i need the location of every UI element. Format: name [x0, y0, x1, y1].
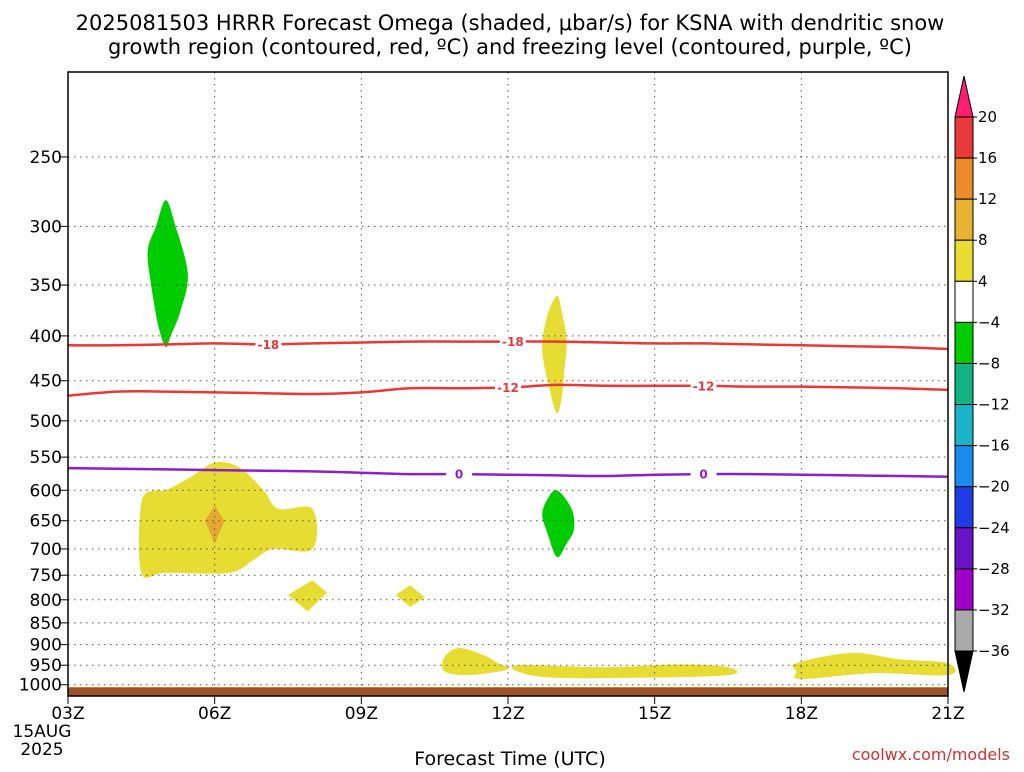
- colorbar-swatch-9: [954, 445, 974, 488]
- contour-label-3-1: 0: [455, 468, 463, 482]
- colorbar-label-4: 4: [978, 272, 988, 290]
- colorbar-label-9: −20: [978, 478, 1010, 496]
- colorbar-swatch-13: [954, 609, 974, 652]
- chart-title-line-1: 2025081503 HRRR Forecast Omega (shaded, …: [76, 11, 945, 35]
- colorbar-label-10: −24: [978, 519, 1010, 537]
- colorbar-swatch-7: [954, 362, 974, 406]
- y-tick-label-1: 300: [30, 217, 62, 237]
- y-tick-label-7: 600: [30, 481, 62, 501]
- contour-label-1-2: -18: [502, 335, 524, 349]
- omega-region-10: [511, 664, 738, 679]
- colorbar-swatch-12: [954, 568, 974, 611]
- y-axis-pressure: 2503003504004505005506006507007508008509…: [19, 148, 68, 696]
- x-tick-label-0: 03Z: [51, 704, 84, 724]
- colorbar-swatch-2: [954, 157, 974, 200]
- plot-area: -18 -18 -12 -12 0 0: [67, 71, 956, 697]
- y-tick-label-0: 250: [30, 148, 62, 168]
- contour-label-1-1: -18: [258, 338, 280, 352]
- temperature-contours: -18 -18 -12 -12 0 0: [67, 333, 949, 483]
- y-tick-label-6: 550: [30, 448, 62, 468]
- x-tick-label-2: 09Z: [345, 704, 378, 724]
- colorbar-swatch-11: [954, 527, 974, 570]
- y-tick-label-9: 700: [30, 540, 62, 560]
- colorbar-label-0: 20: [978, 108, 997, 126]
- y-tick-label-14: 950: [30, 656, 62, 676]
- date-label-year: 2025: [20, 740, 63, 760]
- y-tick-label-4: 450: [30, 372, 62, 392]
- colorbar-label-2: 12: [978, 190, 997, 208]
- colorbar-bottom-arrow: [954, 650, 974, 693]
- omega-region-8: [395, 585, 425, 607]
- colorbar-swatch-10: [954, 486, 974, 529]
- x-tick-label-1: 06Z: [198, 704, 231, 724]
- colorbar-swatch-4: [954, 239, 974, 282]
- colorbar-swatch-5: [954, 280, 974, 323]
- y-tick-label-3: 400: [30, 327, 62, 347]
- contour-label-bg-3-1: [446, 466, 473, 483]
- y-tick-label-13: 900: [30, 636, 62, 656]
- omega-region-9: [441, 647, 510, 676]
- colorbar-swatch-1: [954, 116, 974, 159]
- contour-label-bg-1-2: [499, 333, 526, 350]
- colorbar-label-3: 8: [978, 231, 988, 249]
- x-tick-label-3: 12Z: [491, 704, 524, 724]
- y-tick-label-12: 850: [30, 614, 62, 634]
- x-tick-label-5: 18Z: [785, 704, 818, 724]
- y-tick-label-15: 1000: [19, 676, 62, 696]
- x-axis-forecast-time: 03Z 06Z 09Z 12Z 15Z 18Z 21Z: [51, 696, 965, 724]
- omega-region-1: [147, 200, 188, 348]
- contour-label-3-2: 0: [699, 468, 707, 482]
- contour-label-bg-1-1: [255, 336, 282, 353]
- source-credit: coolwx.com/models: [852, 745, 1010, 764]
- colorbar-label-5: −4: [978, 313, 1000, 331]
- contour-label-bg-3-2: [690, 466, 717, 483]
- contour-label-bg-2-2: [690, 377, 717, 394]
- omega-region-6: [204, 505, 225, 544]
- y-tick-label-10: 750: [30, 566, 62, 586]
- contour-label-2-1: -12: [497, 381, 519, 395]
- date-label-day: 15AUG: [13, 722, 72, 742]
- omega-region-3: [542, 490, 575, 558]
- x-tick-label-6: 21Z: [931, 704, 964, 724]
- colorbar-swatch-3: [954, 198, 974, 241]
- colorbar-label-13: −36: [978, 642, 1010, 660]
- colorbar-top-arrow: [954, 75, 974, 118]
- colorbar-label-11: −28: [978, 560, 1010, 578]
- colorbar: 20 16 12 8 4 −4 −8 −12 −16 −20 −24 −28 −32 −36: [954, 75, 1010, 693]
- grid-lines: [68, 72, 948, 696]
- colorbar-swatch-8: [954, 404, 974, 447]
- colorbar-label-12: −32: [978, 601, 1010, 619]
- colorbar-label-7: −12: [978, 396, 1010, 414]
- chart-title-line-2: growth region (contoured, red, ºC) and f…: [108, 35, 912, 59]
- colorbar-label-6: −8: [978, 354, 1000, 372]
- y-tick-label-5: 500: [30, 412, 62, 432]
- contour-label-2-2: -12: [693, 379, 715, 393]
- contour-label-bg-2-1: [495, 379, 521, 396]
- colorbar-label-8: −16: [978, 437, 1010, 455]
- colorbar-swatch-6: [954, 321, 974, 364]
- y-tick-label-8: 650: [30, 512, 62, 532]
- y-tick-label-2: 350: [30, 276, 62, 296]
- x-axis-title: Forecast Time (UTC): [414, 748, 605, 768]
- contour-line-3: [67, 466, 949, 478]
- omega-region-7: [288, 580, 328, 612]
- x-tick-label-4: 15Z: [638, 704, 671, 724]
- y-tick-label-11: 800: [30, 591, 62, 611]
- colorbar-label-1: 16: [978, 149, 997, 167]
- omega-region-11: [792, 652, 956, 680]
- ground-surface: [68, 687, 948, 696]
